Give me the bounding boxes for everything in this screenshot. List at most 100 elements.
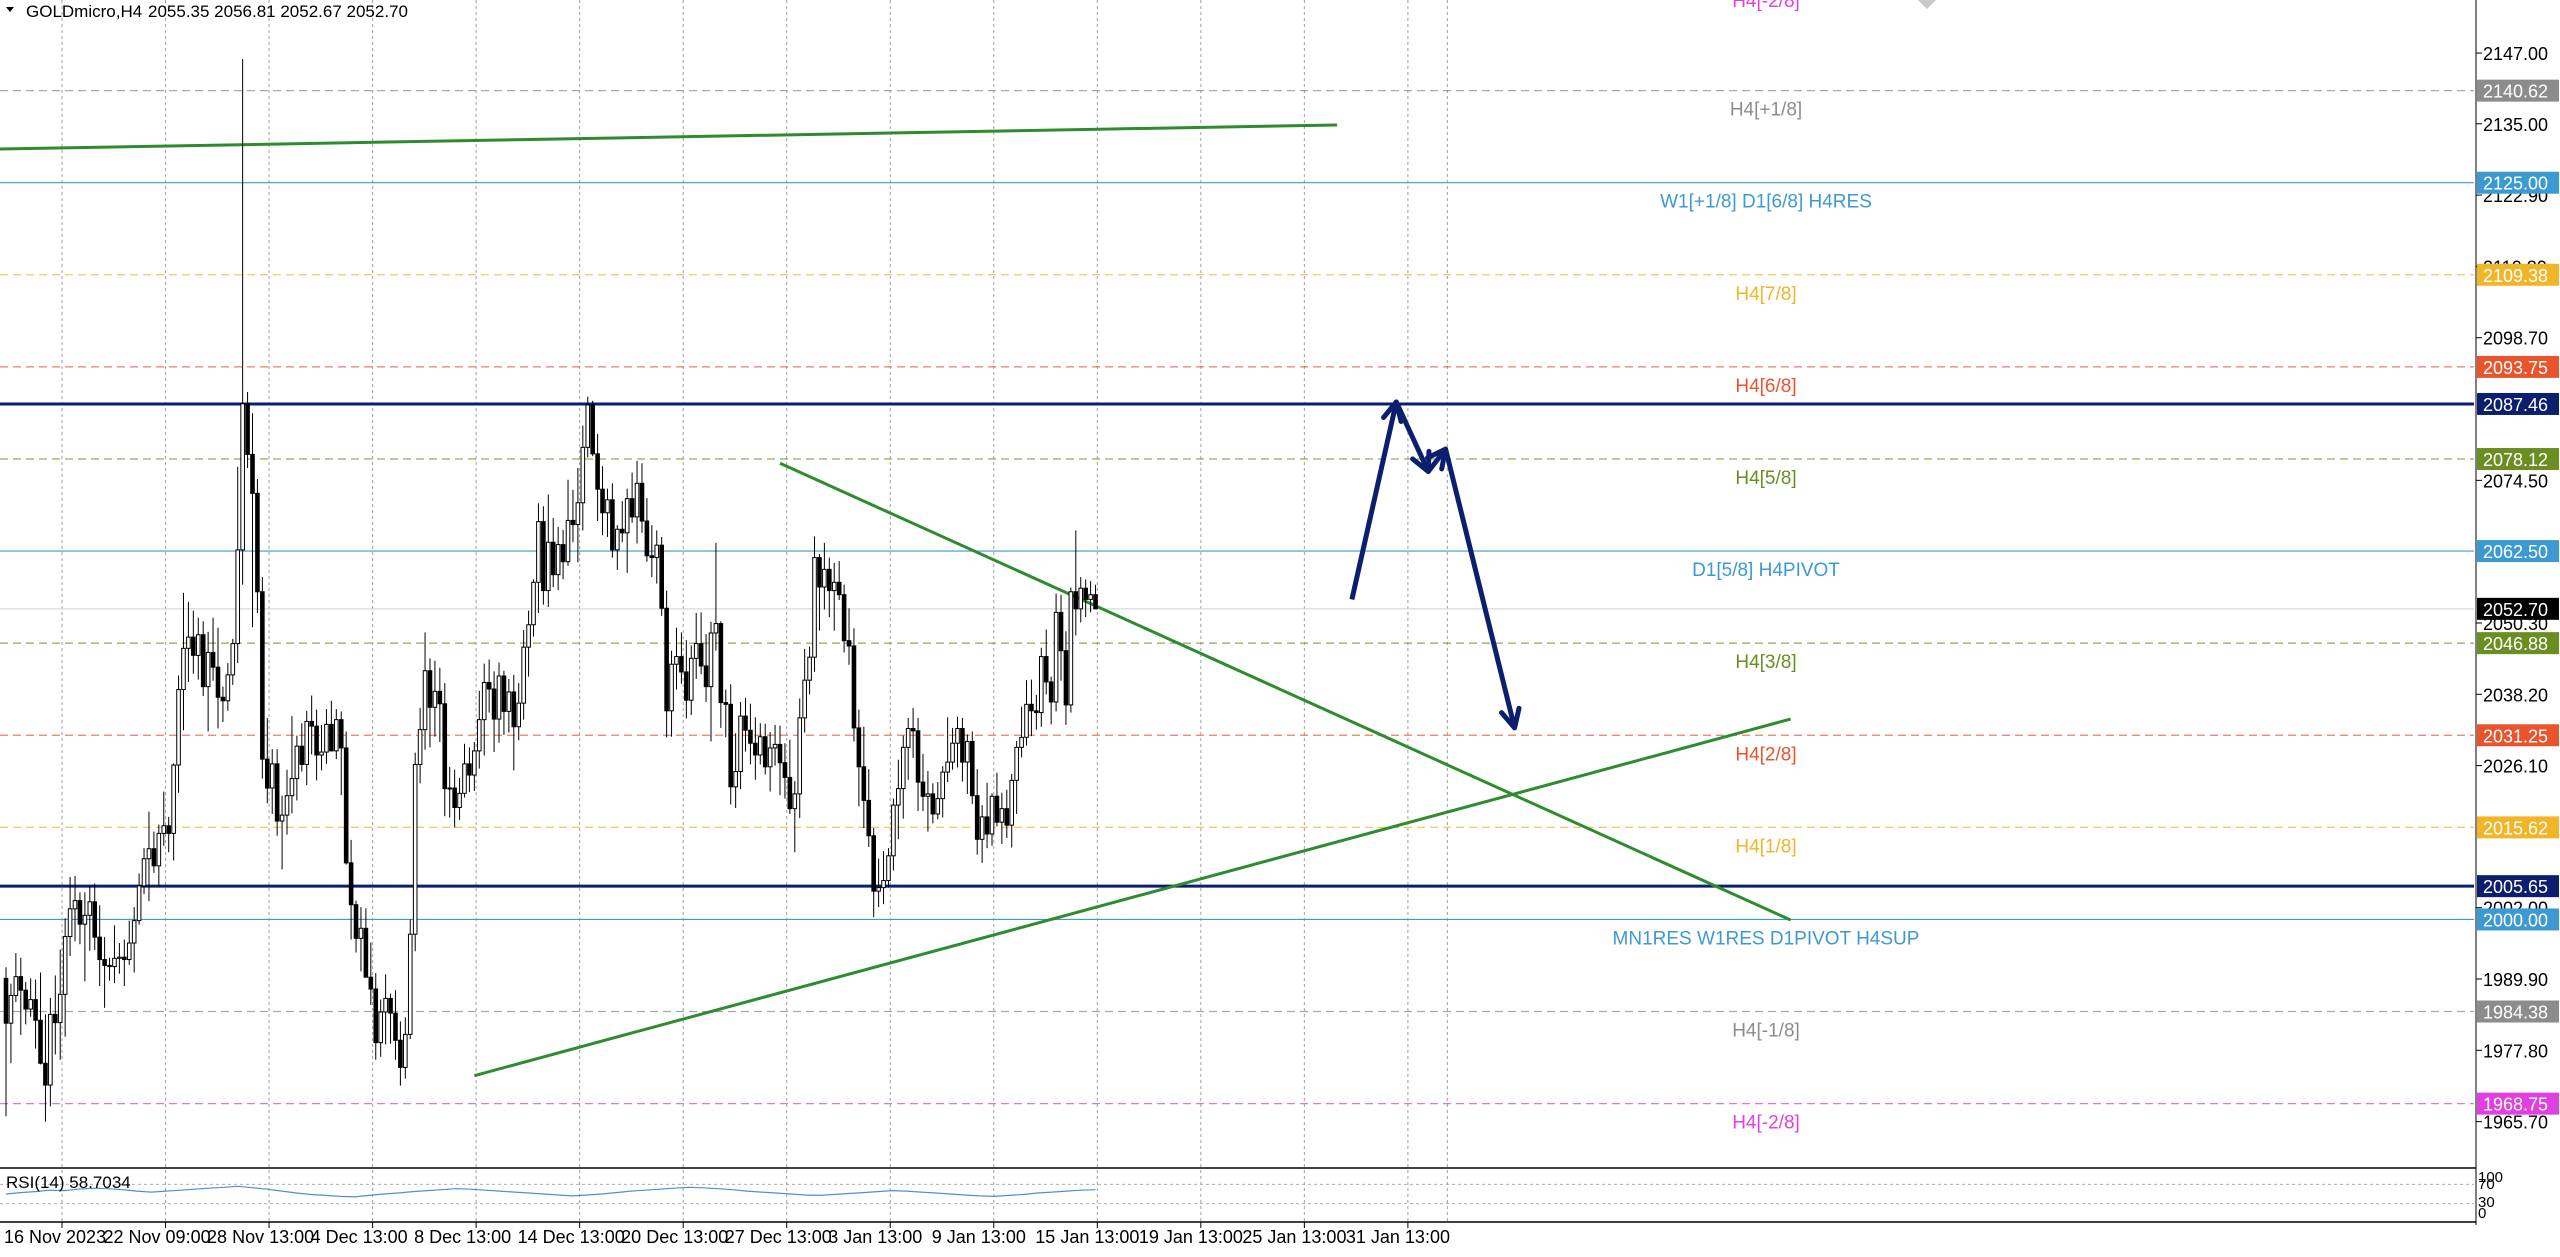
candle-body [871,835,876,892]
candle-body [984,816,990,835]
candle [866,769,872,847]
candle-body [546,541,551,592]
candle-body [585,404,591,448]
candle-body [181,647,186,691]
candle-body [23,989,29,1010]
candle-body [708,632,714,688]
candle [1063,631,1069,725]
candle [107,957,112,981]
candle-body [363,927,369,978]
clipped-level-label: H4[-2/8] [1732,0,1800,12]
time-label: 19 Jan 13:00 [1139,1227,1243,1247]
candle [772,724,778,766]
candle [358,907,364,972]
level-label: H4[-2/8] [1732,1113,1800,1134]
candle-body [122,956,127,961]
candle [531,579,536,637]
candle-body [432,690,438,708]
candle [28,978,33,1017]
candle [945,717,950,783]
candle-body [481,682,487,721]
candle-body [1068,591,1074,706]
candle-body [1034,710,1039,714]
candle-body [940,771,946,800]
candle-body [762,736,768,768]
candle [580,425,586,531]
candle-body [496,675,502,720]
candle-body [822,568,827,588]
candle [925,770,931,832]
candle [935,782,941,820]
candle [999,792,1005,845]
candle-body [447,787,452,790]
candle-body [501,675,507,712]
candle [324,709,329,764]
candle-body [881,880,886,889]
candle [48,997,53,1107]
candle [590,400,595,457]
price-tick-label: 2026.10 [2483,757,2548,777]
candle-body [624,498,630,534]
candle-body [8,994,14,1024]
level-label: H4[2/8] [1735,744,1796,765]
candle-body [605,499,610,514]
candle-body [550,541,556,576]
candle-body [151,848,157,867]
candle [753,717,758,780]
candle [338,711,344,796]
candle [378,999,383,1057]
rsi-axis-label: 0 [2478,1205,2486,1222]
candle-body [491,688,497,720]
candle-body [289,778,295,797]
candle [437,667,443,743]
candle-body [462,763,467,794]
candle [585,396,591,458]
candle-body [220,696,226,702]
level-price-badge [2477,79,2559,102]
candle [649,525,655,578]
candle [684,640,689,719]
candle [639,463,645,533]
candle-body [1078,587,1084,610]
candle-body [526,624,531,648]
price-tick-label: 1965.70 [2483,1113,2548,1133]
candle-body [664,607,669,712]
candle [486,659,492,713]
candle-body [18,976,24,991]
candle [122,939,127,987]
candle-body [610,499,615,551]
candle-body [279,814,285,822]
candle [886,848,891,888]
rsi-axis-label: 100 [2478,1169,2503,1186]
rsi-label: RSI(14) 58.7034 [6,1173,131,1192]
candle-body [467,763,472,776]
candle-body [950,742,955,763]
candle [235,466,241,664]
candle-body [43,1062,48,1086]
candle-body [284,795,290,816]
level-price-label: 2093.75 [2483,358,2548,378]
candle-body [269,763,275,789]
level-price-badge [2477,908,2559,931]
candle [1034,694,1039,730]
candle [442,683,448,817]
candle [363,908,369,978]
menu-triangle-icon[interactable] [6,7,14,12]
candle-body [62,936,68,995]
time-label: 20 Dec 13:00 [621,1227,728,1247]
candle [496,662,502,743]
candle-body [896,788,901,806]
candle [521,630,526,720]
level-price-label: 2046.88 [2483,634,2548,654]
candle-body [1053,611,1059,703]
candle-body [797,717,803,795]
candle-body [876,887,881,892]
candle [13,953,19,1002]
candle [955,716,960,768]
candle [334,709,339,760]
time-label: 16 Nov 2023 [4,1227,106,1247]
